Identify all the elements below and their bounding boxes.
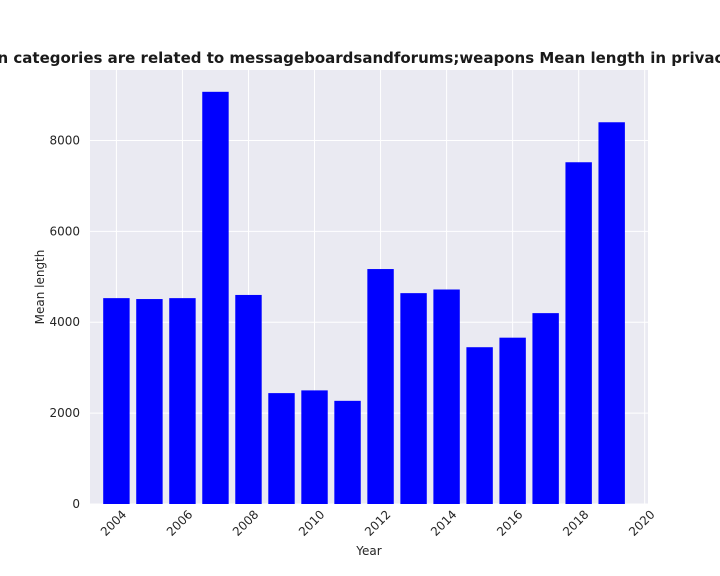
bar	[268, 393, 295, 504]
bar	[466, 347, 493, 504]
y-axis-label: Mean length	[33, 250, 47, 325]
y-tick-label: 0	[72, 497, 80, 511]
y-tick-label: 6000	[49, 224, 80, 238]
x-axis-label: Year	[355, 544, 381, 558]
bar	[400, 293, 427, 504]
x-tick-label: 2004	[98, 507, 129, 538]
x-tick-label: 2008	[230, 507, 261, 538]
bar	[565, 162, 592, 504]
bar	[103, 298, 130, 504]
y-tick-label: 2000	[49, 406, 80, 420]
chart-title: Websites whose main categories are relat…	[0, 49, 720, 67]
bar	[136, 299, 163, 504]
y-tick-label: 8000	[49, 133, 80, 147]
bar	[499, 337, 526, 504]
bar	[202, 91, 229, 505]
x-axis-ticks: 2004 2006 2008 2010 2012 2014 2016 2018 2020	[98, 507, 658, 538]
x-tick-label: 2020	[626, 507, 657, 538]
x-tick-label: 2012	[362, 507, 393, 538]
y-axis-ticks: 0 2000 4000 6000 8000	[49, 133, 80, 511]
bar	[532, 313, 559, 504]
bar	[367, 269, 394, 504]
bar	[598, 122, 625, 504]
bars	[103, 91, 625, 505]
x-tick-label: 2016	[494, 507, 525, 538]
y-tick-label: 4000	[49, 315, 80, 329]
bar	[301, 390, 328, 504]
bar	[433, 289, 460, 504]
x-tick-label: 2018	[560, 507, 591, 538]
x-tick-label: 2010	[296, 507, 327, 538]
x-tick-label: 2014	[428, 507, 459, 538]
bar	[235, 294, 262, 504]
x-tick-label: 2006	[164, 507, 195, 538]
bar	[169, 298, 196, 504]
bar	[334, 400, 361, 504]
